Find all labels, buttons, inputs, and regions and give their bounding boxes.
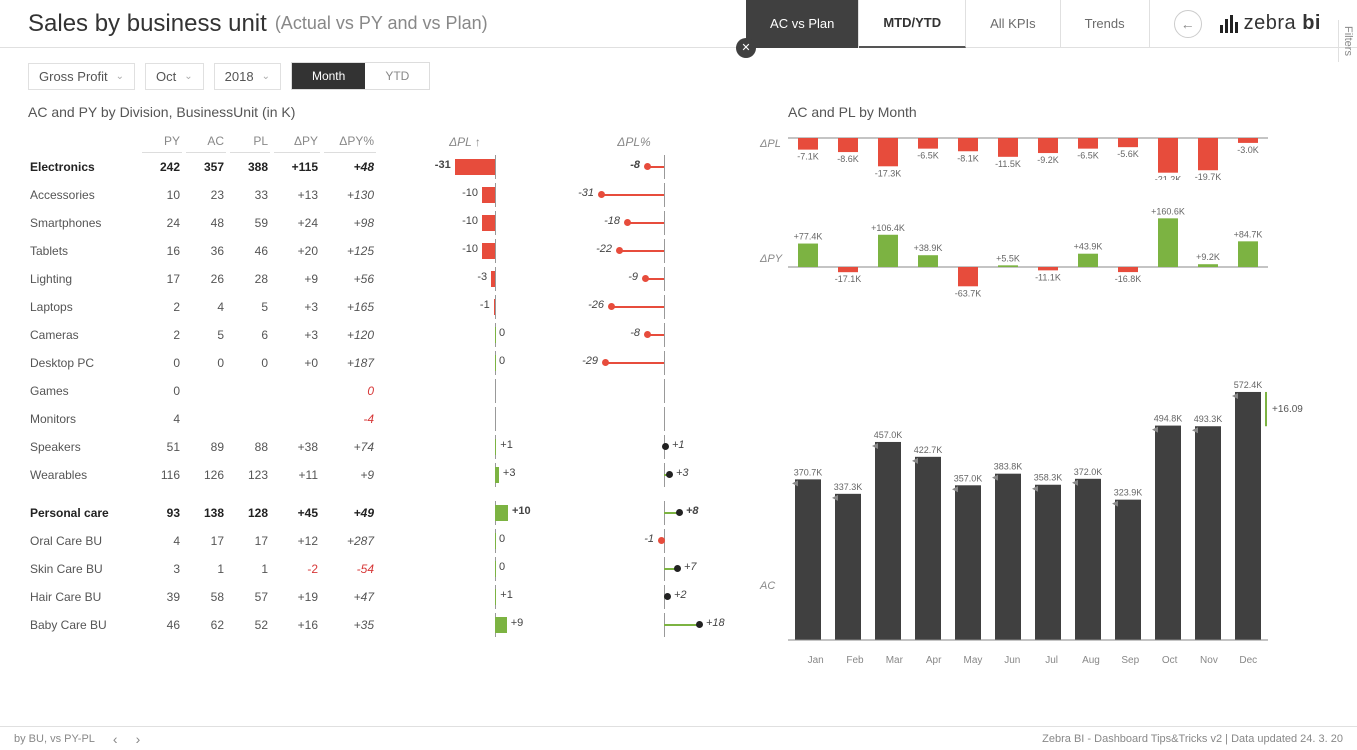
page-title: Sales by business unit (28, 10, 267, 38)
svg-text:493.3K: 493.3K (1194, 414, 1223, 424)
footer-bar: by BU, vs PY-PL ‹ › Zebra BI - Dashboard… (0, 726, 1357, 750)
svg-text:337.3K: 337.3K (834, 482, 863, 492)
chevron-down-icon: ⌄ (262, 71, 270, 82)
table-title: AC and PY by Division, BusinessUnit (in … (28, 104, 748, 120)
table-row[interactable]: Laptops245+3+165-1-26 (28, 293, 748, 321)
tab-all-kpis[interactable]: All KPIs (966, 0, 1061, 48)
svg-text:-3.0K: -3.0K (1237, 145, 1259, 155)
svg-text:-8.1K: -8.1K (957, 153, 979, 163)
svg-text:383.8K: 383.8K (994, 462, 1023, 472)
svg-text:-6.5K: -6.5K (1077, 151, 1099, 161)
seg-month[interactable]: Month (292, 63, 365, 89)
col-header: PY (142, 130, 182, 153)
svg-text:-8.6K: -8.6K (837, 154, 859, 164)
year-selector[interactable]: 2018⌄ (214, 63, 281, 90)
table-row[interactable]: Lighting172628+9+56-3-9 (28, 265, 748, 293)
table-row[interactable]: Accessories102333+13+130-10-31 (28, 181, 748, 209)
footer-info: Zebra BI - Dashboard Tips&Tricks v2 | Da… (1042, 733, 1343, 745)
table-row[interactable]: Personal care93138128+45+49+10+8 (28, 499, 748, 527)
variance-table: PYACPLΔPYΔPY%ΔPL ↑ΔPL% Electronics242357… (28, 130, 748, 639)
svg-text:-7.1K: -7.1K (797, 152, 819, 162)
dpl-chart: ΔPL -7.1K-8.6K-17.3K-6.5K-8.1K-11.5K-9.2… (788, 134, 1329, 185)
table-row[interactable]: Tablets163646+20+125-10-22 (28, 237, 748, 265)
svg-text:+16.09: +16.09 (1272, 404, 1303, 415)
table-row[interactable]: Skin Care BU311-2-540+7 (28, 555, 748, 583)
header-bar: Sales by business unit (Actual vs PY and… (0, 0, 1357, 48)
chevron-down-icon: ⌄ (116, 71, 124, 82)
col-header: AC (186, 130, 226, 153)
seg-ytd[interactable]: YTD (365, 63, 429, 89)
table-row[interactable]: Electronics242357388+115+48-31-8 (28, 153, 748, 181)
svg-text:-9.2K: -9.2K (1037, 155, 1059, 165)
tab-ac-vs-plan[interactable]: AC vs Plan ✕ (746, 0, 859, 48)
table-row[interactable]: Wearables116126123+11+9+3+3 (28, 461, 748, 489)
svg-text:+84.7K: +84.7K (1234, 229, 1263, 239)
svg-text:-21.2K: -21.2K (1155, 175, 1182, 180)
svg-text:-5.6K: -5.6K (1117, 149, 1139, 159)
svg-text:372.0K: 372.0K (1074, 467, 1103, 477)
col-header: ΔPL ↑ (380, 131, 550, 153)
col-header: ΔPY% (324, 130, 376, 153)
col-header (28, 138, 138, 146)
table-row[interactable]: Oral Care BU41717+12+2870-1 (28, 527, 748, 555)
svg-text:457.0K: 457.0K (874, 430, 903, 440)
svg-text:-6.5K: -6.5K (917, 151, 939, 161)
ac-chart: AC 370.7K337.3K457.0K422.7K357.0K383.8K3… (788, 350, 1329, 666)
table-row[interactable]: Smartphones244859+24+98-10-18 (28, 209, 748, 237)
prev-page[interactable]: ‹ (113, 731, 118, 747)
svg-text:-63.7K: -63.7K (955, 288, 982, 298)
svg-text:358.3K: 358.3K (1034, 473, 1063, 483)
svg-text:+106.4K: +106.4K (871, 223, 905, 233)
col-header: ΔPL% (554, 131, 714, 153)
svg-text:370.7K: 370.7K (794, 467, 823, 477)
svg-text:+9.2K: +9.2K (1196, 252, 1220, 262)
table-row[interactable]: Monitors4-4 (28, 405, 748, 433)
next-page[interactable]: › (136, 731, 141, 747)
col-header: PL (230, 130, 270, 153)
dpy-chart: ΔPY +77.4K-17.1K+106.4K+38.9K-63.7K+5.5K… (788, 205, 1329, 330)
svg-text:-19.7K: -19.7K (1195, 172, 1222, 180)
svg-text:+160.6K: +160.6K (1151, 206, 1185, 216)
svg-text:-11.1K: -11.1K (1035, 272, 1061, 282)
table-row[interactable]: Hair Care BU395857+19+47+1+2 (28, 583, 748, 611)
svg-text:+38.9K: +38.9K (914, 243, 943, 253)
close-icon[interactable]: ✕ (736, 38, 756, 58)
svg-text:-11.5K: -11.5K (995, 159, 1021, 169)
page-subtitle: (Actual vs PY and vs Plan) (275, 13, 488, 34)
right-title: AC and PL by Month (788, 104, 1329, 120)
measure-selector[interactable]: Gross Profit⌄ (28, 63, 135, 90)
svg-text:494.8K: 494.8K (1154, 414, 1183, 424)
table-row[interactable]: Baby Care BU466252+16+35+9+18 (28, 611, 748, 639)
zebra-bi-logo: zebra bi (1220, 12, 1321, 35)
svg-text:+43.9K: +43.9K (1074, 242, 1103, 252)
tab-trends[interactable]: Trends (1061, 0, 1150, 48)
chevron-down-icon: ⌄ (184, 71, 192, 82)
sheet-tab[interactable]: by BU, vs PY-PL (14, 733, 95, 745)
table-row[interactable]: Speakers518988+38+74+1+1 (28, 433, 748, 461)
table-row[interactable]: Cameras256+3+1200-8 (28, 321, 748, 349)
svg-text:323.9K: 323.9K (1114, 488, 1143, 498)
filters-panel-toggle[interactable]: Filters (1338, 20, 1357, 62)
svg-text:422.7K: 422.7K (914, 445, 943, 455)
svg-text:+5.5K: +5.5K (996, 253, 1020, 263)
table-row[interactable]: Desktop PC000+0+1870-29 (28, 349, 748, 377)
svg-text:572.4K: 572.4K (1234, 380, 1263, 390)
svg-text:357.0K: 357.0K (954, 473, 983, 483)
month-selector[interactable]: Oct⌄ (145, 63, 204, 90)
svg-text:-16.8K: -16.8K (1115, 274, 1142, 284)
svg-text:-17.3K: -17.3K (875, 168, 902, 178)
tab-mtd-ytd[interactable]: MTD/YTD (859, 0, 966, 48)
period-segment: Month YTD (291, 62, 430, 90)
view-tabs: AC vs Plan ✕ MTD/YTD All KPIs Trends (746, 0, 1150, 48)
svg-text:+77.4K: +77.4K (794, 232, 823, 242)
table-row[interactable]: Games00 (28, 377, 748, 405)
col-header: ΔPY (274, 130, 320, 153)
svg-text:-17.1K: -17.1K (835, 274, 862, 284)
filter-bar: Gross Profit⌄ Oct⌄ 2018⌄ Month YTD (0, 48, 1357, 104)
logo-area: ← zebra bi (1150, 10, 1357, 38)
back-button[interactable]: ← (1174, 10, 1202, 38)
